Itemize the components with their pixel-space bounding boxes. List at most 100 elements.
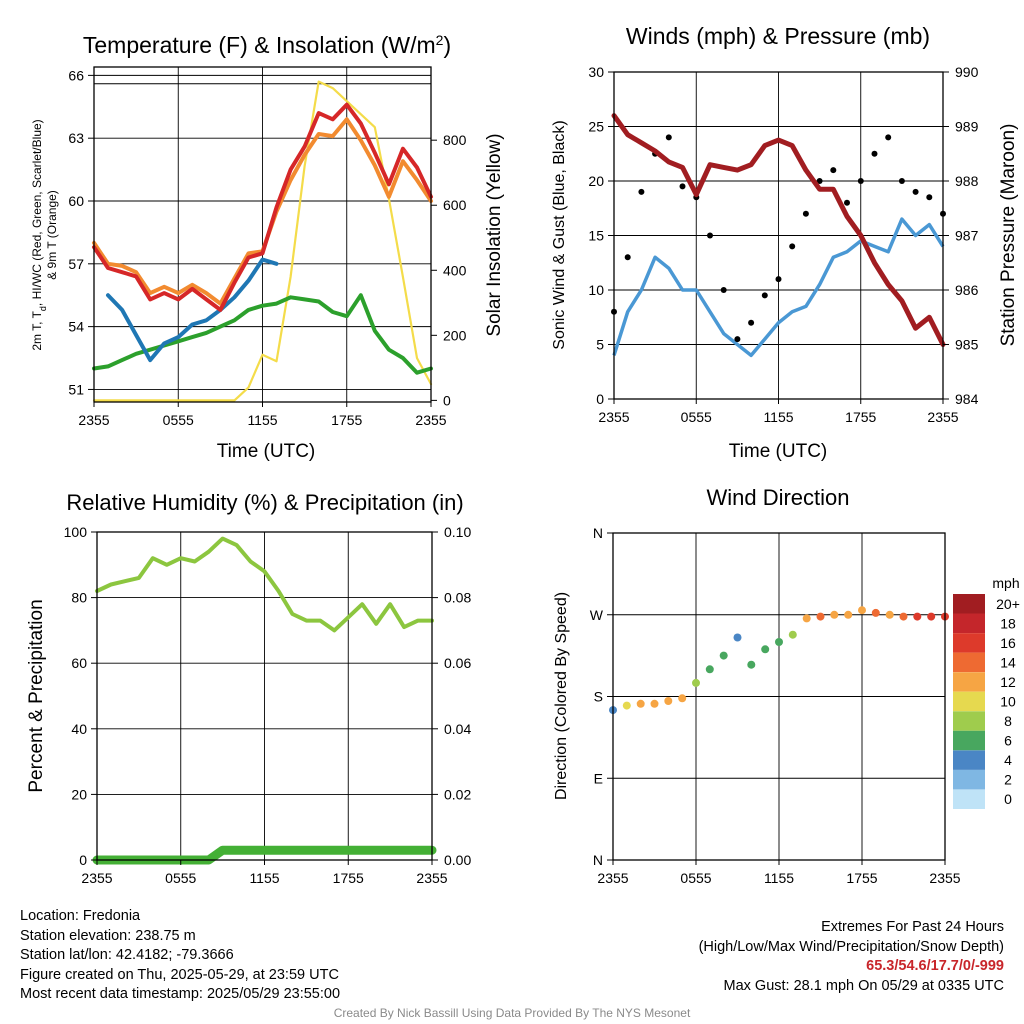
humidity-title: Relative Humidity (%) & Precipitation (i… (66, 490, 463, 515)
direction-point (885, 610, 894, 619)
temperature-xlabel: Time (UTC) (217, 441, 316, 462)
direction-ylabel: Direction (Colored By Speed) (553, 592, 570, 800)
humidity-panel: Relative Humidity (%) & Precipitation (i… (26, 490, 471, 886)
gust-point (748, 319, 755, 326)
wind-panel: Winds (mph) & Pressure (mb) 0 5 10 15 20 25 30… (551, 23, 1019, 462)
extremes-subtitle: (High/Low/Max Wind/Precipitation/Snow De… (698, 938, 1004, 955)
x-tick-label: 0555 (165, 870, 196, 886)
direction-point (664, 697, 673, 705)
y-tick-label: 60 (71, 655, 87, 671)
legend-swatch (953, 672, 985, 692)
max-gust-text: Max Gust: 28.1 mph On 05/29 at 0335 UTC (723, 977, 1004, 994)
y2-tick-label: 990 (955, 64, 979, 80)
direction-point (678, 694, 687, 703)
direction-point (788, 630, 797, 639)
y-tick-label: 63 (68, 130, 84, 146)
y2-tick-label: 985 (955, 337, 979, 353)
gust-point (844, 199, 850, 206)
x-tick-label: 2355 (81, 870, 112, 886)
direction-point (927, 612, 936, 621)
wind-series (611, 113, 946, 358)
y2-tick-label: 0.06 (444, 655, 471, 671)
wind-y2label: Station Pressure (Maroon) (998, 124, 1019, 347)
x-tick-label: 1755 (846, 870, 877, 886)
created-text: Figure created on Thu, 2025-05-29, at 23… (20, 966, 339, 983)
temperature-ylabel: 2m T, Td, HI/WC (Red, Green, Scarlet/Blu… (30, 119, 48, 350)
legend-swatch (953, 711, 985, 731)
legend-swatch (953, 633, 985, 653)
y2-tick-label: 988 (955, 173, 979, 189)
temperature-series (92, 80, 433, 402)
wind-title: Winds (mph) & Pressure (mb) (626, 23, 930, 49)
direction-point (775, 638, 783, 646)
direction-point (719, 651, 728, 660)
y-tick-label: 5 (596, 337, 604, 353)
speed-legend: 20+ 18 16 14 12 10 8 6 4 2 0 (953, 594, 1020, 809)
y-tick-label: S (594, 689, 603, 705)
gust-point (830, 167, 837, 174)
y-tick-label: 20 (71, 786, 87, 802)
gust-point (871, 150, 878, 157)
humidity-ticks: 0 20 40 60 80 100 0.00 0.02 0.04 0.06 0.08 0.10 2355… (64, 524, 472, 886)
y-tick-label: E (594, 770, 603, 786)
direction-point (733, 633, 742, 642)
y-tick-label: 15 (588, 228, 604, 244)
gust-point (898, 178, 905, 184)
legend-label: 2 (1004, 772, 1012, 788)
y-tick-label: 0 (596, 391, 604, 407)
x-tick-label: 2355 (929, 870, 960, 886)
y-tick-label: 25 (588, 119, 604, 135)
y2-tick-label: 0 (443, 392, 451, 408)
direction-point (747, 660, 756, 669)
legend-label: 4 (1004, 752, 1012, 768)
wind-ticks: 0 5 10 15 20 25 30 984 985 986 987 988 989 990 2355 055… (588, 64, 978, 425)
y-tick-label: 10 (588, 282, 604, 298)
gust-point (734, 336, 741, 343)
direction-ticks: N E S W N 2355 0555 1155 1755 2355 (590, 525, 961, 886)
gust-point (707, 232, 713, 239)
temperature-panel: Temperature (F) & Insolation (W/m2) 51 54… (30, 32, 505, 462)
legend-label: 14 (1000, 654, 1016, 670)
direction-point (830, 610, 839, 619)
y2-tick-label: 0.10 (444, 524, 471, 540)
legend-label: 16 (1000, 635, 1016, 651)
direction-point (802, 614, 811, 623)
legend-swatch (953, 652, 985, 673)
x-tick-label: 0555 (681, 409, 712, 425)
x-tick-label: 2355 (927, 409, 958, 425)
y2-tick-label: 989 (955, 119, 979, 135)
direction-panel: Wind Direction N E S W N 2355 0555 1155 1755 2355… (553, 485, 1020, 886)
direction-points (609, 606, 949, 715)
direction-point (899, 612, 908, 621)
y2-tick-label: 600 (443, 197, 467, 213)
legend-label: 18 (1000, 615, 1016, 631)
legend-swatch (953, 750, 985, 770)
t2m-line (92, 102, 433, 312)
y2-tick-label: 800 (443, 132, 467, 148)
y-tick-label: 20 (588, 173, 604, 189)
gust-point (624, 254, 631, 261)
legend-label: 10 (1000, 694, 1016, 710)
y-tick-label: N (593, 852, 603, 868)
credit-text: Created By Nick Bassill Using Data Provi… (333, 1006, 691, 1020)
y-tick-label: 51 (68, 381, 84, 397)
gust-point (789, 243, 796, 250)
wind-xlabel: Time (UTC) (729, 441, 828, 462)
gust-point (802, 210, 809, 217)
wind-speed-line (612, 217, 945, 358)
station-info: Location: Fredonia Station elevation: 23… (20, 907, 340, 1005)
solar-line (92, 80, 433, 402)
y2-tick-label: 0.00 (444, 852, 471, 868)
legend-label: 12 (1000, 674, 1016, 690)
y-tick-label: 60 (68, 193, 84, 209)
direction-point (692, 678, 700, 687)
legend-swatch (953, 730, 985, 751)
y-tick-label: 100 (64, 524, 88, 540)
legend-swatch (953, 789, 985, 809)
gust-point (885, 134, 892, 141)
y2-tick-label: 400 (443, 262, 467, 278)
x-tick-label: 1155 (763, 409, 793, 425)
gust-point (761, 292, 768, 299)
direction-point (636, 699, 645, 708)
x-tick-label: 1755 (333, 870, 364, 886)
